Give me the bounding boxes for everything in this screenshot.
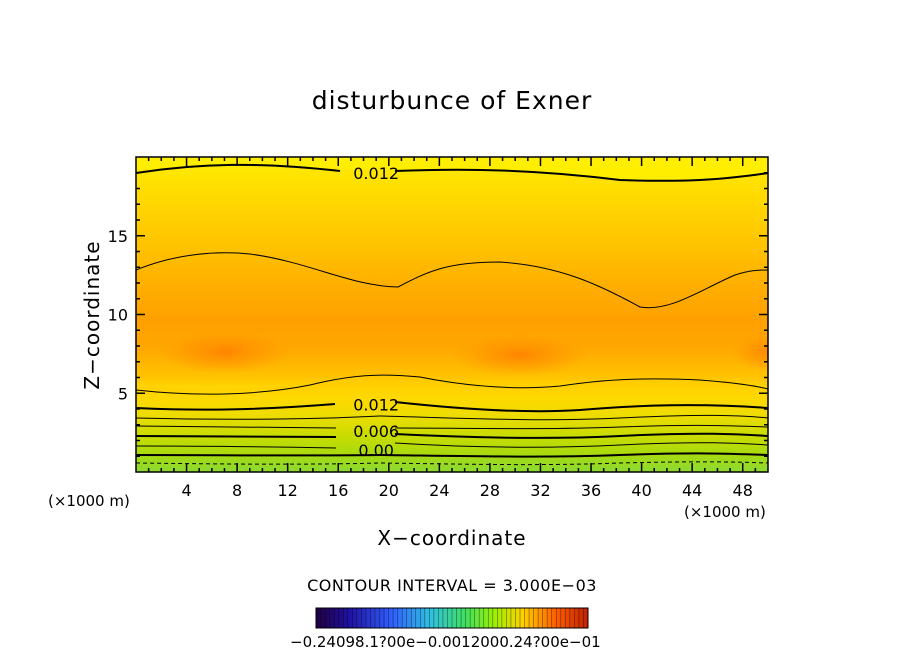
- contour-line: [394, 168, 768, 182]
- x-unit-left: (×1000 m): [48, 492, 130, 510]
- x-unit-right: (×1000 m): [684, 503, 766, 521]
- x-tick-label: 20: [379, 481, 399, 500]
- x-tick-label: 12: [278, 481, 298, 500]
- y-axis-label: Z−coordinate: [80, 240, 104, 390]
- x-tick-label: 28: [480, 481, 500, 500]
- contour-line: [394, 401, 768, 413]
- contour-line: [136, 163, 341, 174]
- contour-line: [136, 435, 337, 438]
- colorbar-labels: −0.24098.1?00e−0.0012000.24?00e−01: [290, 633, 601, 651]
- x-tick-label: 48: [733, 481, 753, 500]
- contour-line: [394, 424, 768, 430]
- chart-title: disturbunce of Exner: [311, 86, 593, 115]
- contour-interval: CONTOUR INTERVAL = 3.000E−03: [307, 576, 597, 595]
- contour-line: [136, 374, 768, 395]
- x-tick-label: 4: [181, 481, 191, 500]
- contour-line: [136, 445, 337, 449]
- y-tick-label: 5: [118, 384, 128, 403]
- x-tick-label: 16: [328, 481, 348, 500]
- contour-label: 0.012: [353, 395, 399, 414]
- contour-line: [136, 425, 337, 429]
- contour-line: [136, 252, 768, 309]
- x-tick-label: 8: [232, 481, 242, 500]
- x-tick-label: 24: [429, 481, 449, 500]
- contour-line: [136, 414, 768, 421]
- contour-lines: [136, 163, 768, 466]
- contour-line: [136, 403, 336, 411]
- contour-fill: [136, 157, 768, 472]
- contour-line: [394, 432, 768, 439]
- contour-line: [136, 461, 768, 466]
- contour-label: 0.00: [358, 441, 394, 460]
- x-axis-label: X−coordinate: [377, 526, 527, 550]
- x-tick-label: 32: [530, 481, 550, 500]
- contour-line: [394, 442, 768, 448]
- y-tick-label: 10: [108, 306, 128, 325]
- x-tick-label: 36: [581, 481, 601, 500]
- y-tick-label: 15: [108, 227, 128, 246]
- contour-label: 0.012: [353, 164, 399, 183]
- x-tick-label: 40: [631, 481, 651, 500]
- contour-label: 0.006: [353, 422, 399, 441]
- contour-line: [136, 452, 768, 458]
- x-tick-label: 44: [682, 481, 702, 500]
